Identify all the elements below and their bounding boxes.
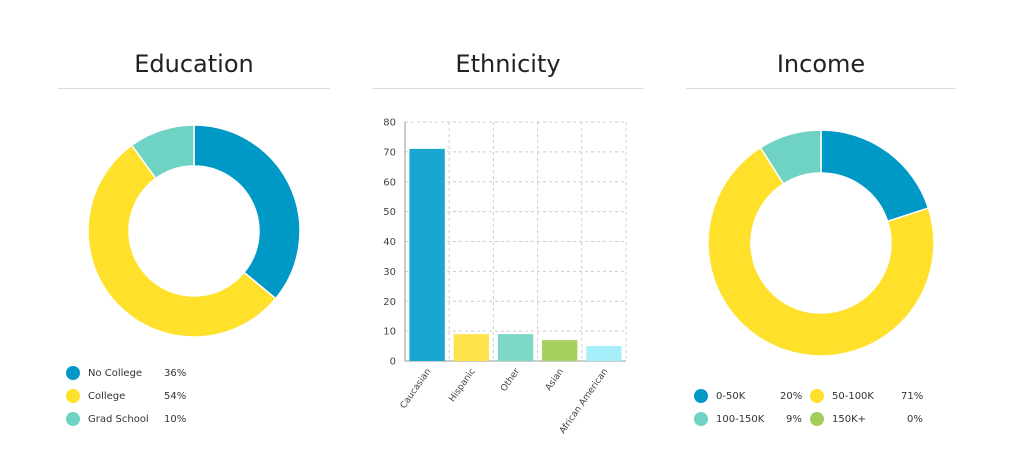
donut-slice-100-150k (759, 129, 822, 185)
income-0-50k-value: 20% (780, 391, 803, 402)
ethnicity-divider (372, 88, 644, 89)
grad-school-value: 10% (164, 414, 187, 425)
x-tick-label: Hispanic (448, 367, 478, 404)
y-tick-label: 50 (383, 207, 396, 218)
income-100-150k-label: 100-150K (716, 413, 765, 425)
bar-caucasian (409, 148, 445, 361)
income-150k-plus-value: 0% (907, 414, 923, 425)
donut-slice-grad-school (130, 124, 195, 180)
education-legend-item: No College (66, 366, 142, 380)
education-panel: Education No College 36% College 54% Gra… (58, 0, 330, 473)
income-legend-item: 50-100K (810, 389, 874, 403)
ethnicity-panel: Ethnicity 0 10 20 30 40 50 60 70 80 Caucasian Hisp… (372, 0, 644, 473)
bar-hispanic (453, 334, 489, 361)
income-legend-item: 150K+ (810, 412, 866, 426)
ethnicity-title: Ethnicity (455, 50, 561, 78)
y-tick-label: 20 (383, 297, 396, 308)
college-value: 54% (164, 391, 187, 402)
grad-school-label: Grad School (88, 413, 149, 425)
bar-other (497, 334, 534, 361)
y-tick-label: 80 (383, 118, 396, 129)
income-legend-item: 0-50K (694, 389, 745, 403)
income-divider (686, 88, 956, 89)
college-label: College (88, 390, 126, 402)
y-tick-label: 60 (383, 177, 396, 188)
income-150k-plus-label: 150K+ (832, 413, 867, 425)
y-tick-label: 0 (390, 357, 396, 368)
income-50-100k-swatch (810, 389, 824, 403)
y-tick-label: 30 (383, 267, 396, 278)
education-title: Education (134, 50, 254, 78)
x-tick-label: African American (558, 367, 610, 436)
income-legend-item: 100-150K (694, 412, 764, 426)
income-title: Income (776, 50, 866, 78)
education-legend-item: College (66, 389, 125, 403)
income-panel: Income 0-50K 20% 100-150K 9% 50-100K 71%… (686, 0, 956, 473)
donut-slice-no-college (193, 124, 301, 300)
income-0-50k-label: 0-50K (716, 390, 746, 402)
income-50-100k-label: 50-100K (832, 390, 874, 402)
donut-slice-college (87, 144, 277, 338)
bar-african-american (586, 346, 622, 361)
no-college-swatch (66, 366, 80, 380)
y-tick-label: 40 (383, 237, 396, 248)
education-divider (58, 88, 330, 89)
income-150k-plus-swatch (810, 412, 824, 426)
grad-school-swatch (66, 412, 80, 426)
income-0-50k-swatch (694, 389, 708, 403)
education-legend-item: Grad School (66, 412, 149, 426)
x-tick-label: Asian (544, 367, 566, 393)
x-tick-label: Other (499, 367, 522, 394)
bar-asian (542, 340, 578, 361)
donut-slice-0-50k (820, 129, 930, 223)
income-100-150k-swatch (694, 412, 708, 426)
college-swatch (66, 389, 80, 403)
x-tick-label: Caucasian (399, 367, 434, 411)
no-college-label: No College (88, 367, 143, 379)
donut-slice-50-100k (707, 146, 935, 357)
no-college-value: 36% (164, 368, 187, 379)
income-100-150k-value: 9% (786, 414, 802, 425)
y-tick-label: 70 (383, 147, 396, 158)
income-50-100k-value: 71% (901, 391, 924, 402)
y-tick-label: 10 (383, 327, 396, 338)
ethnicity-bar-chart: 0 10 20 30 40 50 60 70 80 Caucasian Hispanic Other A… (383, 118, 627, 436)
